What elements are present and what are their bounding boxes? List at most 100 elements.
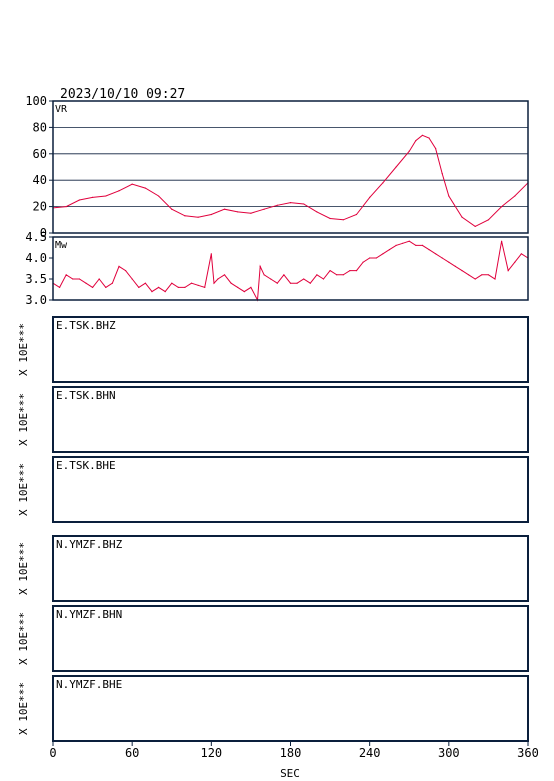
y-tick-label: 80	[33, 120, 47, 134]
panel-label: VR	[55, 104, 68, 115]
data-point	[448, 261, 450, 263]
data-point	[58, 286, 61, 288]
data-point	[342, 274, 344, 276]
data-point	[474, 278, 476, 280]
y-tick-label: 60	[33, 147, 47, 161]
data-point	[309, 282, 311, 284]
station-frame	[52, 456, 529, 523]
data-point	[151, 291, 153, 293]
station-panel: N.YMZF.BHN X 10E***	[17, 605, 529, 672]
data-point	[131, 278, 133, 280]
station-label: E.TSK.BHE	[56, 459, 116, 472]
panel-mw: 3.0 3.5 4.0 4.5 Mw	[25, 230, 529, 307]
x-axis-label: SEC	[280, 767, 300, 780]
data-point	[501, 206, 503, 208]
scale-label: X 10E***	[17, 463, 30, 516]
scale-label: X 10E***	[17, 612, 30, 665]
data-point	[415, 140, 417, 142]
data-point	[184, 286, 186, 288]
station-frame	[52, 535, 529, 602]
data-point	[259, 265, 261, 267]
scale-label: X 10E***	[17, 542, 30, 595]
data-point	[65, 206, 67, 208]
data-point	[223, 274, 226, 276]
data-point	[65, 274, 67, 276]
data-point	[487, 219, 490, 221]
panel-frame	[52, 236, 529, 301]
data-point	[514, 195, 516, 197]
data-point	[250, 286, 252, 288]
data-point	[316, 274, 318, 276]
data-point	[421, 244, 424, 246]
data-point	[237, 211, 239, 213]
data-point	[461, 270, 463, 272]
station-label: N.YMZF.BHE	[56, 678, 122, 691]
data-point	[349, 270, 351, 272]
data-point	[474, 225, 476, 227]
data-point	[415, 244, 417, 246]
station-frame	[52, 386, 529, 453]
data-point	[395, 166, 397, 168]
data-point	[171, 282, 173, 284]
x-tick-label: 240	[359, 746, 381, 760]
data-point	[98, 278, 100, 280]
data-point	[250, 212, 252, 214]
data-point	[243, 291, 245, 293]
data-point	[514, 261, 516, 263]
data-point	[461, 216, 463, 218]
data-point	[85, 282, 87, 284]
scale-label: X 10E***	[17, 682, 30, 735]
x-tick-label: 180	[280, 746, 302, 760]
data-point	[217, 278, 219, 280]
station-panel: E.TSK.BHN X 10E***	[17, 386, 529, 453]
data-point	[124, 270, 127, 272]
data-point	[263, 274, 265, 276]
data-point	[369, 196, 371, 198]
data-point	[316, 211, 318, 213]
data-point	[144, 282, 146, 284]
data-point	[91, 286, 94, 288]
data-point	[329, 270, 331, 272]
data-point	[303, 203, 305, 205]
station-label: N.YMZF.BHN	[56, 608, 122, 621]
y-tick-label: 0	[40, 226, 47, 240]
data-point	[111, 282, 113, 284]
y-tick-label: 3.5	[25, 272, 47, 286]
panel-vr: 0 20 40 60 80 100 VR	[25, 94, 529, 240]
data-point	[157, 286, 160, 288]
data-point	[322, 278, 325, 280]
station-panel: E.TSK.BHZ X 10E***	[17, 316, 529, 383]
data-point	[448, 195, 450, 197]
data-point	[468, 274, 470, 276]
x-tick-label: 0	[49, 746, 56, 760]
scale-label: X 10E***	[17, 323, 30, 376]
data-point	[230, 282, 232, 284]
data-point	[428, 137, 430, 139]
y-tick-label: 4.5	[25, 230, 47, 244]
data-point	[296, 282, 298, 284]
data-point	[408, 240, 410, 242]
data-point	[210, 253, 212, 255]
station-panel: N.YMZF.BHE X 10E***	[17, 675, 529, 742]
data-point	[303, 278, 305, 280]
data-point	[283, 274, 285, 276]
data-point	[118, 190, 120, 192]
data-point	[435, 253, 437, 255]
data-point	[78, 278, 80, 280]
data-point	[421, 134, 424, 136]
data-point	[355, 270, 358, 272]
data-point	[362, 261, 364, 263]
data-point	[382, 253, 384, 255]
data-point	[289, 202, 292, 204]
data-point	[428, 249, 430, 251]
panel-label: Mw	[55, 240, 68, 251]
data-point	[289, 282, 292, 284]
data-point	[454, 265, 457, 267]
data-point	[197, 216, 199, 218]
data-point	[369, 257, 371, 259]
data-point	[138, 286, 140, 288]
station-panel: N.YMZF.BHZ X 10E***	[17, 535, 529, 602]
station-label: E.TSK.BHZ	[56, 319, 116, 332]
data-point	[72, 278, 74, 280]
data-point	[375, 257, 377, 259]
